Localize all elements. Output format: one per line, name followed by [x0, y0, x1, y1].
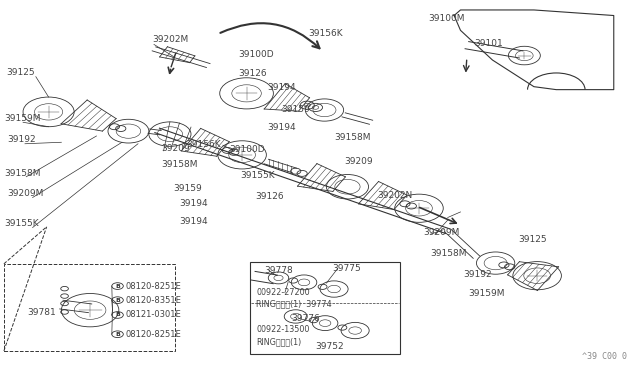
- Text: 00922-27200: 00922-27200: [256, 288, 310, 297]
- Text: 39159M: 39159M: [4, 114, 40, 123]
- Text: 39775: 39775: [333, 264, 362, 273]
- Text: 39194: 39194: [268, 83, 296, 92]
- Text: 39752: 39752: [315, 341, 344, 350]
- Text: 39158M: 39158M: [334, 133, 371, 142]
- Text: B: B: [115, 283, 120, 289]
- Text: 39209M: 39209M: [424, 228, 460, 237]
- Text: 08120-8251E: 08120-8251E: [126, 330, 182, 339]
- Text: 39125: 39125: [6, 68, 35, 77]
- Text: 08121-0301E: 08121-0301E: [126, 311, 182, 320]
- Text: 39125: 39125: [518, 235, 547, 244]
- Text: 39100D: 39100D: [238, 50, 274, 59]
- Text: RINGリング(1): RINGリング(1): [256, 337, 301, 346]
- Text: 39158M: 39158M: [430, 248, 467, 258]
- Text: 39192: 39192: [7, 135, 36, 144]
- Text: ^39 C00 0: ^39 C00 0: [582, 352, 627, 361]
- Text: 08120-8351E: 08120-8351E: [126, 296, 182, 305]
- Text: 39126: 39126: [238, 69, 267, 78]
- Text: 39209: 39209: [344, 157, 373, 166]
- Text: 39100M: 39100M: [429, 14, 465, 23]
- Text: 39209M: 39209M: [7, 189, 44, 198]
- Text: 39156K: 39156K: [186, 140, 221, 149]
- Text: B: B: [115, 312, 120, 317]
- Text: 39202M: 39202M: [153, 35, 189, 44]
- Text: 39778: 39778: [264, 266, 292, 275]
- Text: 39194: 39194: [268, 124, 296, 132]
- Text: 39192: 39192: [464, 270, 492, 279]
- Text: B: B: [115, 298, 120, 303]
- Text: 39202N: 39202N: [378, 191, 413, 200]
- Text: 39155K: 39155K: [240, 171, 275, 180]
- Text: RINGリング(1)  39774: RINGリング(1) 39774: [256, 299, 332, 308]
- Text: 39126: 39126: [255, 192, 284, 201]
- Text: 39100D: 39100D: [229, 145, 265, 154]
- Text: 39159M: 39159M: [468, 289, 505, 298]
- Text: 39156K: 39156K: [308, 29, 343, 38]
- Text: 39155K: 39155K: [4, 219, 38, 228]
- Text: 39194: 39194: [179, 217, 208, 226]
- Text: B: B: [115, 332, 120, 337]
- Text: 39209: 39209: [162, 144, 190, 153]
- Text: 39158M: 39158M: [4, 169, 40, 177]
- Text: 39158M: 39158M: [162, 160, 198, 169]
- Text: 08120-8251E: 08120-8251E: [126, 282, 182, 291]
- Text: 00922-13500: 00922-13500: [256, 325, 310, 334]
- Text: 39776: 39776: [291, 314, 320, 323]
- Text: 39101: 39101: [474, 39, 503, 48]
- Text: 39159: 39159: [282, 105, 310, 114]
- Text: 39781: 39781: [28, 308, 56, 317]
- Text: 39194: 39194: [179, 199, 208, 208]
- Text: 39159: 39159: [173, 184, 202, 193]
